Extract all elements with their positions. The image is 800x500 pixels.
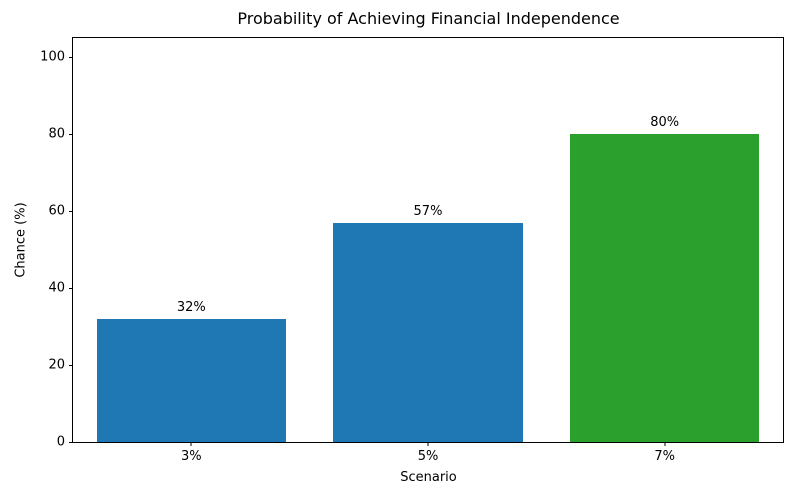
y-tick: [69, 211, 73, 213]
y-axis-label: Chance (%): [13, 202, 29, 278]
bar-value-label: 80%: [650, 115, 680, 131]
bar: [96, 318, 286, 442]
y-tick: [69, 365, 73, 367]
y-tick-label: 40: [48, 280, 65, 296]
y-tick: [69, 288, 73, 290]
plot-area: 0 20 40 60 80 100 32% 3% 57% 5% 80% 7%: [40, 37, 784, 464]
x-tick-label: 7%: [654, 449, 675, 464]
y-tick: [69, 134, 73, 136]
y-tick: [69, 442, 73, 443]
y-tick-label: 0: [56, 434, 65, 450]
x-axis-label: Scenario: [400, 470, 457, 485]
x-tick: [190, 442, 192, 446]
y-tick: [69, 57, 73, 59]
y-tick-label: 20: [48, 357, 65, 373]
bar-value-label: 32%: [176, 299, 206, 315]
y-tick-label: 100: [40, 49, 65, 65]
bar: [333, 222, 523, 442]
bar: [570, 134, 760, 442]
y-tick-label: 80: [48, 126, 65, 142]
bar-value-label: 57%: [413, 203, 443, 219]
chart-title: Probability of Achieving Financial Indep…: [237, 9, 620, 28]
x-tick-label: 3%: [181, 449, 202, 464]
x-tick: [427, 442, 429, 446]
x-tick-label: 5%: [417, 449, 439, 464]
y-tick-label: 60: [48, 203, 65, 219]
x-tick: [664, 442, 666, 446]
